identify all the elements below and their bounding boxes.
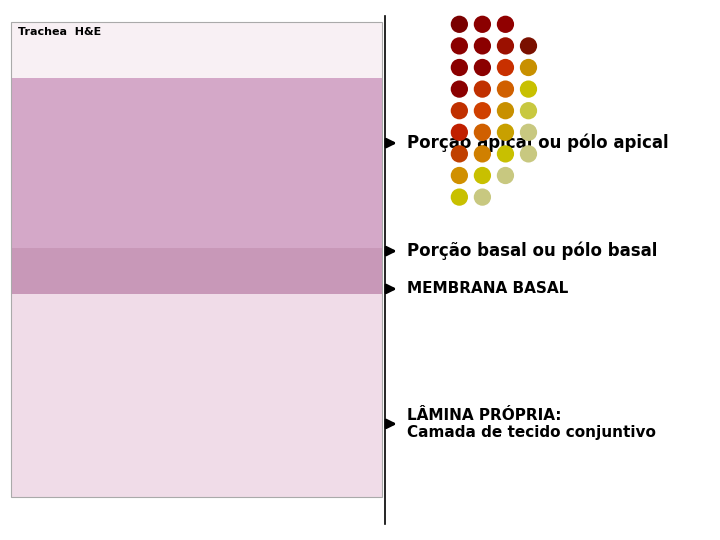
Ellipse shape — [474, 37, 491, 55]
Ellipse shape — [520, 102, 537, 119]
Text: MEMBRANA BASAL: MEMBRANA BASAL — [407, 281, 568, 296]
Ellipse shape — [474, 167, 491, 184]
Text: Porção basal ou pólo basal: Porção basal ou pólo basal — [407, 242, 657, 260]
Bar — [11, 248, 382, 294]
Ellipse shape — [474, 102, 491, 119]
Ellipse shape — [474, 80, 491, 98]
Ellipse shape — [474, 145, 491, 163]
Bar — [11, 78, 382, 248]
Ellipse shape — [520, 124, 537, 141]
Text: Trachea  H&E: Trachea H&E — [18, 27, 102, 37]
Ellipse shape — [520, 145, 537, 163]
Bar — [11, 22, 382, 78]
Ellipse shape — [497, 167, 514, 184]
Ellipse shape — [451, 124, 468, 141]
Text: LÂMINA PRÓPRIA:
Camada de tecido conjuntivo: LÂMINA PRÓPRIA: Camada de tecido conjunt… — [407, 408, 656, 440]
Ellipse shape — [451, 59, 468, 76]
Ellipse shape — [451, 80, 468, 98]
Ellipse shape — [451, 37, 468, 55]
Ellipse shape — [497, 16, 514, 33]
Ellipse shape — [451, 102, 468, 119]
Ellipse shape — [497, 145, 514, 163]
Ellipse shape — [497, 59, 514, 76]
Ellipse shape — [497, 80, 514, 98]
Ellipse shape — [451, 167, 468, 184]
Ellipse shape — [497, 124, 514, 141]
Ellipse shape — [451, 145, 468, 163]
Ellipse shape — [520, 80, 537, 98]
Ellipse shape — [474, 16, 491, 33]
Ellipse shape — [474, 124, 491, 141]
Bar — [11, 22, 382, 497]
Text: Porção apical ou pólo apical: Porção apical ou pólo apical — [407, 134, 668, 152]
Ellipse shape — [451, 16, 468, 33]
Ellipse shape — [497, 102, 514, 119]
Ellipse shape — [451, 188, 468, 206]
Ellipse shape — [497, 37, 514, 55]
Bar — [11, 294, 382, 497]
Ellipse shape — [474, 59, 491, 76]
Ellipse shape — [474, 188, 491, 206]
Ellipse shape — [520, 59, 537, 76]
Ellipse shape — [520, 37, 537, 55]
